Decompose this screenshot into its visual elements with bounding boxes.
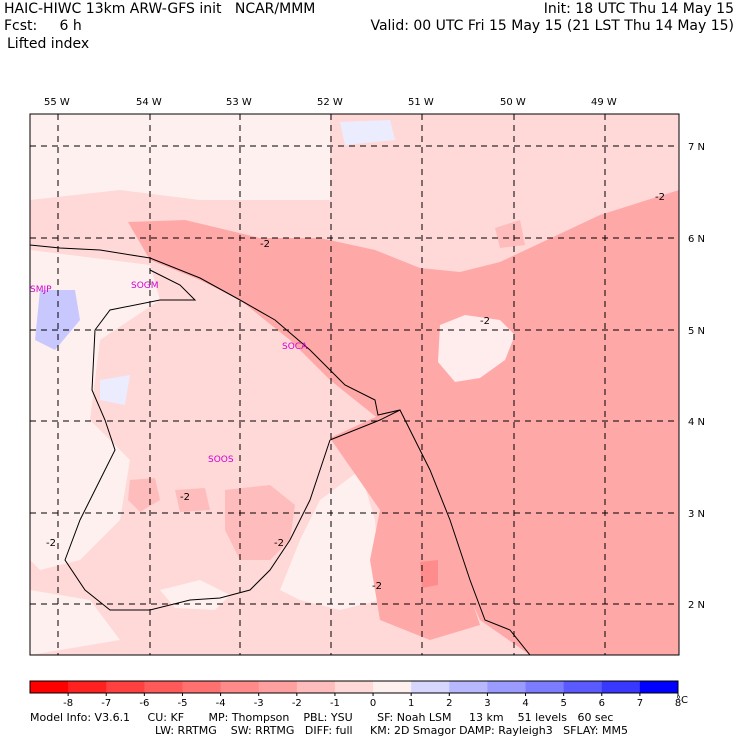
colorbar-swatch	[106, 681, 145, 693]
light-patch	[160, 580, 230, 610]
unstable-core	[420, 560, 438, 588]
lon-label: 52 W	[317, 97, 343, 108]
colorbar-frame	[29, 680, 679, 694]
lon-label: 54 W	[136, 97, 162, 108]
colorbar-tick-label: 4	[522, 698, 528, 709]
colorbar-tick-label: -5	[177, 698, 187, 709]
colorbar-tick-label: 2	[446, 698, 452, 709]
colorbar-swatch	[334, 681, 374, 693]
colorbar: -8 -7 -6 -5 -4 -3 -2 -1 0 1 2 3 4 5 6 7 8 °C	[29, 680, 688, 709]
init-time: Init: 18 UTC Thu 14 May 15	[543, 1, 734, 17]
station-label: SOCA	[282, 342, 308, 352]
colorbar-swatch	[487, 681, 527, 693]
lon-label: 53 W	[226, 97, 252, 108]
colorbar-tick-label: -6	[139, 698, 149, 709]
colorbar-tick-label: 0	[370, 698, 376, 709]
unstable-patch-1	[225, 485, 295, 560]
lon-label: 49 W	[591, 97, 617, 108]
border-suriname-guyana	[64, 269, 331, 611]
lat-label: 2 N	[688, 600, 705, 611]
map-fill: -2 -2 -2 -2 -2 -2 -2 SMJP SOGM SOCA SOOS	[30, 114, 679, 655]
model-info-line1: Model Info: V3.6.1 CU: KF MP: Thompson P…	[30, 711, 614, 724]
unstable-patch-3	[175, 488, 210, 512]
model-info-line2: LW: RRTMG SW: RRTMG DIFF: full KM: 2D Sm…	[155, 724, 628, 737]
contour-label: -2	[372, 581, 382, 592]
unstable-patch-2	[128, 478, 160, 512]
unstable-zone-coast	[330, 415, 480, 640]
patch-ne	[495, 220, 525, 248]
colorbar-swatch	[411, 681, 450, 693]
blue-patch-north	[340, 120, 395, 145]
colorbar-tick-label: -4	[216, 698, 226, 709]
colorbar-tick-label: -1	[330, 698, 340, 709]
contour-label: -2	[180, 492, 190, 503]
colorbar-tick-label: 8	[675, 698, 681, 709]
field-name: Lifted index	[7, 36, 90, 52]
light-zone-north	[30, 114, 330, 200]
station-label: SOGM	[131, 281, 159, 291]
contour-label: -2	[480, 316, 490, 327]
lon-label: 51 W	[408, 97, 434, 108]
lat-label: 4 N	[688, 417, 705, 428]
colorbar-tick-label: -7	[101, 698, 111, 709]
colorbar-tick-label: -3	[254, 698, 264, 709]
colorbar-tick-label: 3	[484, 698, 490, 709]
blue-patch-mid	[100, 375, 130, 405]
lifted-index-map: -2 -2 -2 -2 -2 -2 -2 SMJP SOGM SOCA SOOS…	[29, 97, 705, 656]
colorbar-swatch	[373, 681, 412, 693]
colorbar-ticks: -8 -7 -6 -5 -4 -3 -2 -1 0 1 2 3 4 5 6 7 8	[63, 698, 681, 709]
border-guiana	[329, 409, 401, 441]
colorbar-swatch	[449, 681, 488, 693]
colorbar-swatch	[296, 681, 336, 693]
contour-label: -2	[274, 538, 284, 549]
colorbar-swatch	[601, 681, 641, 693]
station-label: SMJP	[30, 285, 52, 295]
colorbar-tick-label: 6	[599, 698, 605, 709]
unstable-zone-east	[128, 190, 679, 655]
colorbar-swatch	[639, 681, 679, 693]
colorbar-swatch	[258, 681, 298, 693]
lat-label: 7 N	[688, 142, 705, 153]
colorbar-swatch	[182, 681, 222, 693]
colorbar-swatch	[68, 681, 107, 693]
light-zone-south	[280, 470, 380, 610]
colorbar-swatch	[563, 681, 603, 693]
map-frame	[29, 113, 680, 656]
light-patch-sw	[30, 590, 120, 655]
model-title: HAIC-HIWC 13km ARW-GFS init NCAR/MMM	[4, 1, 316, 17]
lat-label: 5 N	[688, 326, 705, 337]
contour-label: -2	[46, 538, 56, 549]
lat-label: 3 N	[688, 509, 705, 520]
colorbar-tick-label: 1	[408, 698, 414, 709]
colorbar-unit: °C	[676, 695, 688, 706]
contour-label: -2	[655, 192, 665, 203]
colorbar-swatch	[525, 681, 565, 693]
lat-lon-grid	[30, 114, 679, 655]
lon-label: 50 W	[500, 97, 526, 108]
colorbar-tick-label: 5	[560, 698, 566, 709]
lon-label: 55 W	[44, 97, 70, 108]
valid-time: Valid: 00 UTC Fri 15 May 15 (21 LST Thu …	[370, 18, 734, 34]
colorbar-swatch	[220, 681, 260, 693]
blue-patch-west	[35, 290, 80, 350]
stable-island	[438, 315, 515, 382]
colorbar-tick-label: 7	[637, 698, 643, 709]
colorbar-tick-label: -2	[292, 698, 302, 709]
lat-label: 6 N	[688, 234, 705, 245]
colorbar-swatch	[30, 681, 69, 693]
colorbar-swatch	[144, 681, 183, 693]
colorbar-swatches	[29, 680, 679, 696]
colorbar-tick-label: -8	[63, 698, 73, 709]
contour-label: -2	[260, 239, 270, 250]
forecast-hour: Fcst: 6 h	[4, 18, 82, 34]
light-zone-southwest	[30, 420, 130, 570]
station-label: SOOS	[208, 455, 234, 465]
